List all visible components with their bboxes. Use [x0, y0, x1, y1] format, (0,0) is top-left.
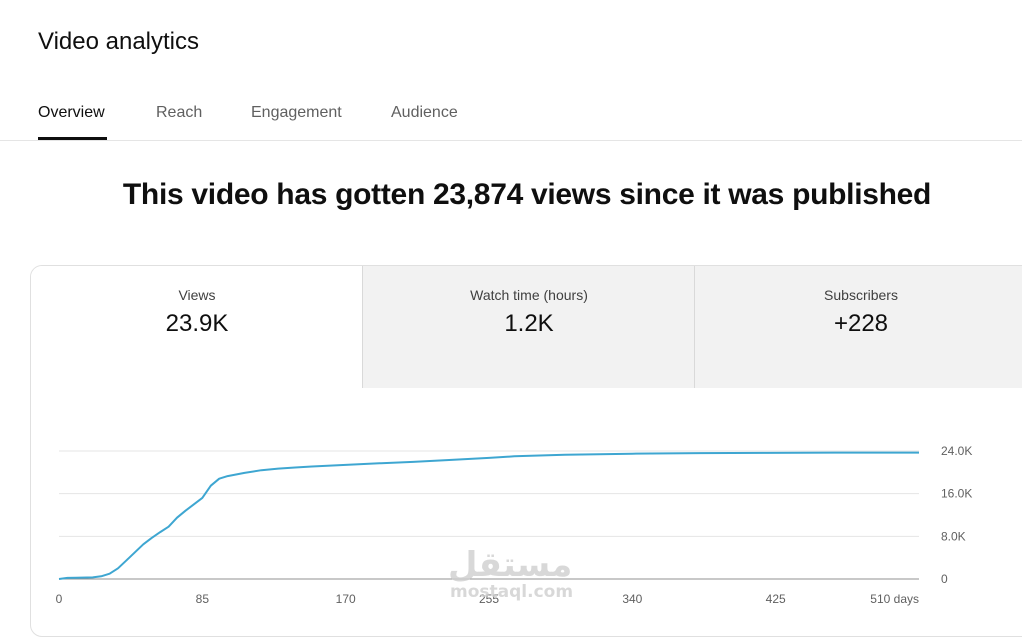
tab-overview[interactable]: Overview	[38, 104, 105, 121]
y-tick-label: 0	[941, 572, 948, 586]
tab-audience[interactable]: Audience	[391, 104, 458, 121]
page-title: Video analytics	[38, 28, 199, 55]
analytics-card: Views 23.9K Watch time (hours) 1.2K Subs…	[30, 265, 1022, 637]
metric-divider	[362, 266, 363, 388]
metric-label-views: Views	[178, 287, 216, 303]
x-tick-label: 0	[56, 592, 63, 606]
y-tick-label: 16.0K	[941, 487, 972, 501]
metric-tab-views[interactable]: Views 23.9K	[31, 266, 363, 388]
metric-label-watch-time: Watch time (hours)	[470, 287, 588, 303]
active-tab-indicator	[38, 137, 107, 140]
metric-tab-watch-time[interactable]: Watch time (hours) 1.2K	[363, 266, 695, 388]
y-tick-label: 8.0K	[941, 529, 966, 543]
metric-tab-subscribers[interactable]: Subscribers +228	[695, 266, 1022, 388]
tab-engagement[interactable]: Engagement	[251, 104, 342, 121]
metric-value-subscribers: +228	[833, 310, 889, 337]
y-tick-label: 24.0K	[941, 444, 972, 458]
metric-value-watch-time: 1.2K	[504, 310, 554, 337]
x-tick-label: 340	[622, 592, 642, 606]
views-series-line	[58, 451, 919, 580]
x-tick-label: 85	[196, 592, 210, 606]
x-tick-label: 425	[766, 592, 786, 606]
x-tick-label: 255	[479, 592, 499, 606]
metric-value-views: 23.9K	[165, 310, 229, 337]
x-tick-label: 510 days	[870, 592, 919, 606]
x-tick-label: 170	[336, 592, 356, 606]
tab-bar: Overview Reach Engagement Audience	[0, 92, 1022, 141]
metric-divider	[694, 266, 695, 388]
tab-reach[interactable]: Reach	[156, 104, 203, 121]
views-summary-headline: This video has gotten 23,874 views since…	[122, 178, 932, 211]
views-line-chart: 24.0K 16.0K 8.0K 0 0 85 170 255 340 425 510 days	[56, 444, 973, 606]
metric-label-subscribers: Subscribers	[824, 287, 898, 303]
